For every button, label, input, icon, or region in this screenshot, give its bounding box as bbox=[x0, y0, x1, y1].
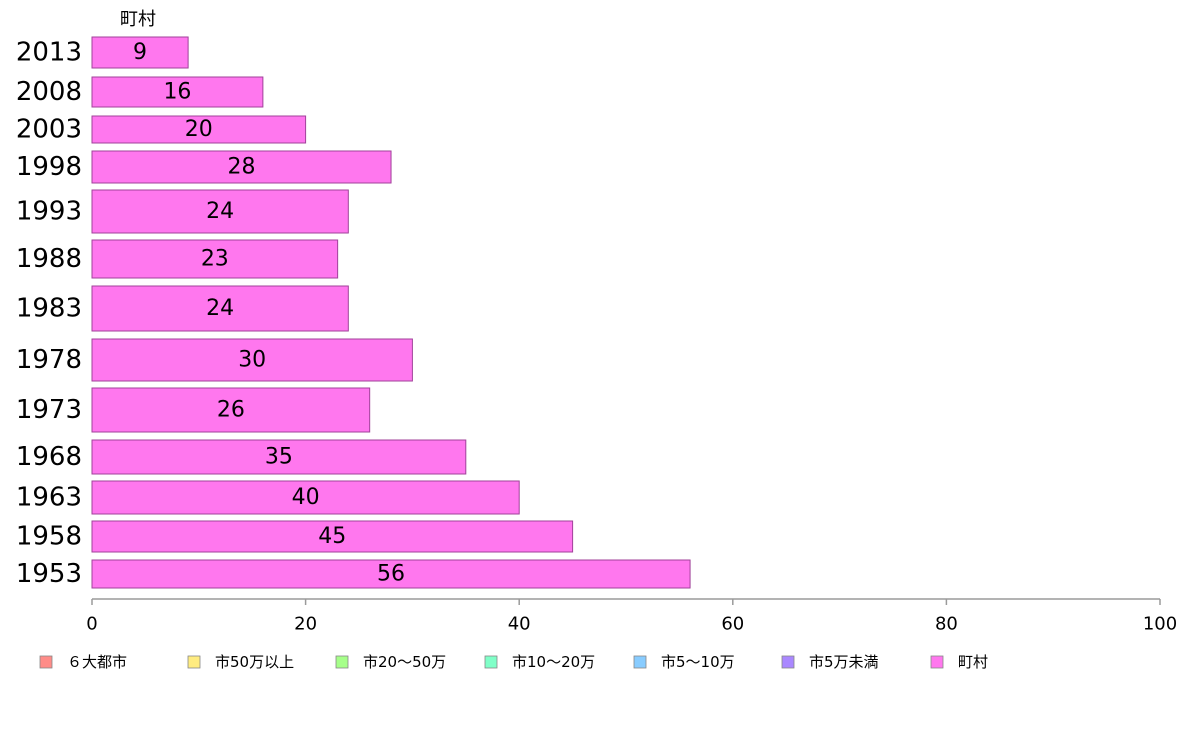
legend-swatch-4 bbox=[633, 655, 647, 669]
legend: ６大都市 市50万以上 市20～50万 市10～20万 市5～10万 市5万未満 町村 bbox=[39, 653, 988, 671]
bar-2013 bbox=[91, 36, 189, 69]
bar-1963 bbox=[91, 480, 520, 515]
category-label-2013: 2013 bbox=[16, 38, 82, 68]
bar-2003 bbox=[91, 115, 307, 144]
category-label-1963: 1963 bbox=[16, 483, 82, 513]
legend-label-3: 市10～20万 bbox=[512, 653, 595, 671]
x-tick-label-40: 40 bbox=[508, 614, 531, 635]
x-tick-label-60: 60 bbox=[721, 614, 744, 635]
legend-label-1: 市50万以上 bbox=[215, 653, 294, 671]
category-label-2008: 2008 bbox=[16, 77, 82, 107]
category-label-1953: 1953 bbox=[16, 559, 82, 589]
x-tick-label-100: 100 bbox=[1143, 614, 1177, 635]
data-label-1988: 23 bbox=[201, 247, 229, 272]
category-label-1978: 1978 bbox=[16, 345, 82, 375]
legend-label-6: 町村 bbox=[958, 653, 988, 671]
bar-1983 bbox=[91, 285, 349, 332]
data-label-1998: 28 bbox=[228, 155, 256, 180]
legend-swatch-2 bbox=[335, 655, 349, 669]
data-label-1973: 26 bbox=[217, 398, 245, 423]
data-label-1963: 40 bbox=[292, 485, 320, 510]
x-tick-label-20: 20 bbox=[294, 614, 317, 635]
data-label-2013: 9 bbox=[133, 40, 147, 65]
bar-1998 bbox=[91, 150, 392, 184]
legend-label-4: 市5～10万 bbox=[661, 653, 735, 671]
data-label-1958: 45 bbox=[318, 524, 346, 549]
x-tick-label-0: 0 bbox=[86, 614, 97, 635]
legend-label-2: 市20～50万 bbox=[363, 653, 446, 671]
category-label-1983: 1983 bbox=[16, 294, 82, 324]
data-label-1968: 35 bbox=[265, 445, 293, 470]
bar-1973 bbox=[91, 387, 371, 433]
data-label-1953: 56 bbox=[377, 562, 405, 587]
bar-1968 bbox=[91, 439, 467, 475]
bar-1988 bbox=[91, 239, 339, 279]
bars-layer: 9 2013 16 2008 20 2003 28 1998 24 1993 23 1988 24 198… bbox=[16, 36, 691, 589]
category-label-1998: 1998 bbox=[16, 152, 82, 182]
bar-1993 bbox=[91, 189, 349, 234]
category-label-1988: 1988 bbox=[16, 244, 82, 274]
bar-2008 bbox=[91, 76, 264, 108]
bar-1958 bbox=[91, 520, 574, 553]
data-label-1983: 24 bbox=[206, 296, 234, 321]
data-label-1978: 30 bbox=[238, 348, 266, 373]
bar-1953 bbox=[91, 559, 691, 589]
bar-1978 bbox=[91, 338, 413, 382]
category-label-1973: 1973 bbox=[16, 395, 82, 425]
category-label-1993: 1993 bbox=[16, 197, 82, 227]
x-tick-label-80: 80 bbox=[935, 614, 958, 635]
x-axis: 0 20 40 60 80 100 bbox=[86, 598, 1177, 635]
category-label-1968: 1968 bbox=[16, 442, 82, 472]
legend-label-0: ６大都市 bbox=[67, 653, 127, 671]
legend-swatch-5 bbox=[781, 655, 795, 669]
data-label-2008: 16 bbox=[163, 80, 191, 105]
data-label-1993: 24 bbox=[206, 199, 234, 224]
category-label-2003: 2003 bbox=[16, 115, 82, 145]
series-label: 町村 bbox=[120, 9, 156, 30]
legend-swatch-3 bbox=[484, 655, 498, 669]
data-label-2003: 20 bbox=[185, 117, 213, 142]
legend-swatch-0 bbox=[39, 655, 53, 669]
legend-swatch-1 bbox=[187, 655, 201, 669]
legend-swatch-6 bbox=[930, 655, 944, 669]
legend-label-5: 市5万未満 bbox=[809, 653, 879, 671]
category-label-1958: 1958 bbox=[16, 522, 82, 552]
